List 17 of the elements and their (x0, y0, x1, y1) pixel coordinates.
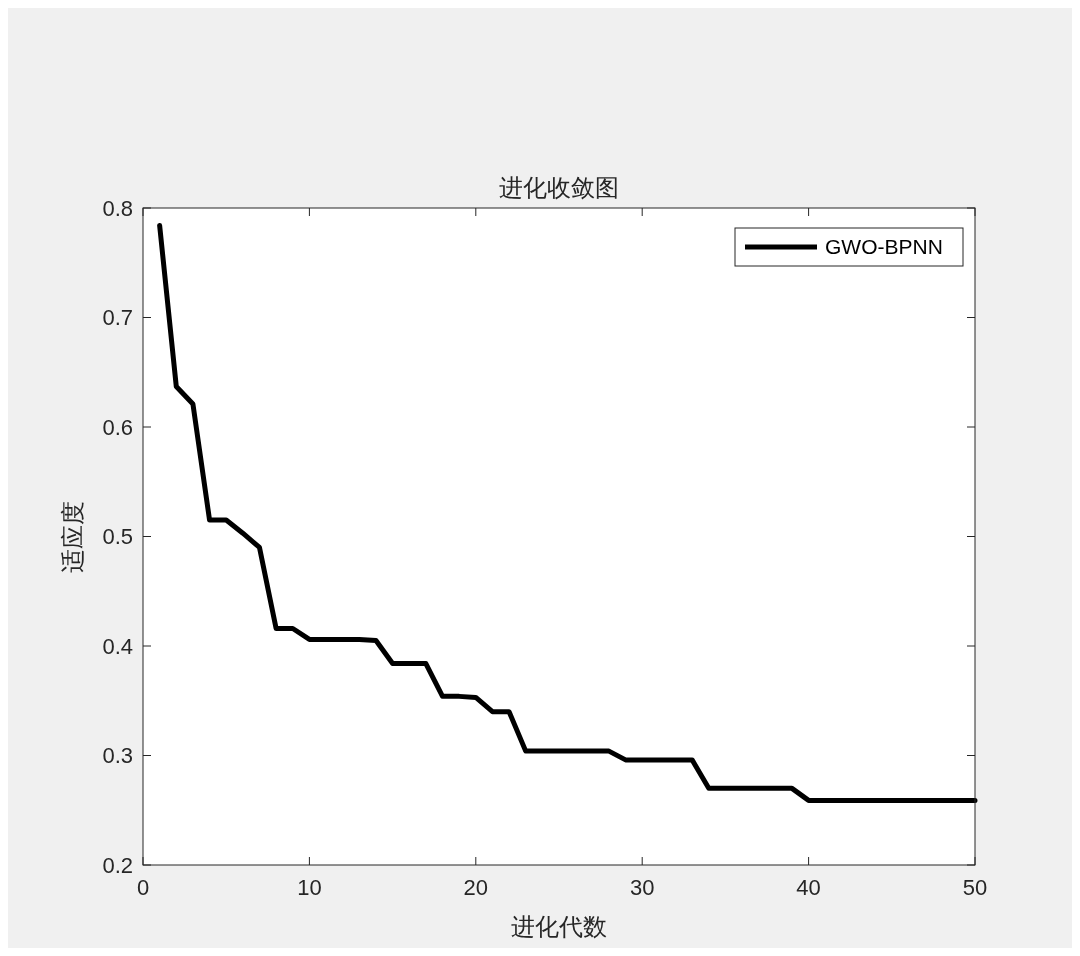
x-axis-title: 进化代数 (511, 913, 607, 940)
y-axis-title: 适应度 (59, 500, 86, 573)
y-tick-label: 0.5 (102, 524, 133, 550)
x-tick-label: 10 (297, 875, 322, 900)
x-tick-label: 40 (796, 875, 821, 900)
legend-label: GWO-BPNN (825, 235, 943, 259)
y-tick-label: 0.4 (102, 633, 133, 659)
y-tick-label: 0.6 (102, 414, 133, 440)
x-tick-label: 50 (962, 875, 988, 900)
x-tick-label: 30 (629, 875, 655, 900)
y-tick-label: 0.3 (102, 743, 133, 769)
y-tick-label: 0.2 (102, 852, 133, 878)
y-tick-label: 0.8 (102, 195, 133, 221)
y-tick-label: 0.7 (102, 305, 133, 331)
chart-title: 进化收敛图 (499, 174, 619, 201)
x-tick-label: 0 (136, 875, 150, 900)
x-tick-label: 20 (463, 875, 489, 900)
